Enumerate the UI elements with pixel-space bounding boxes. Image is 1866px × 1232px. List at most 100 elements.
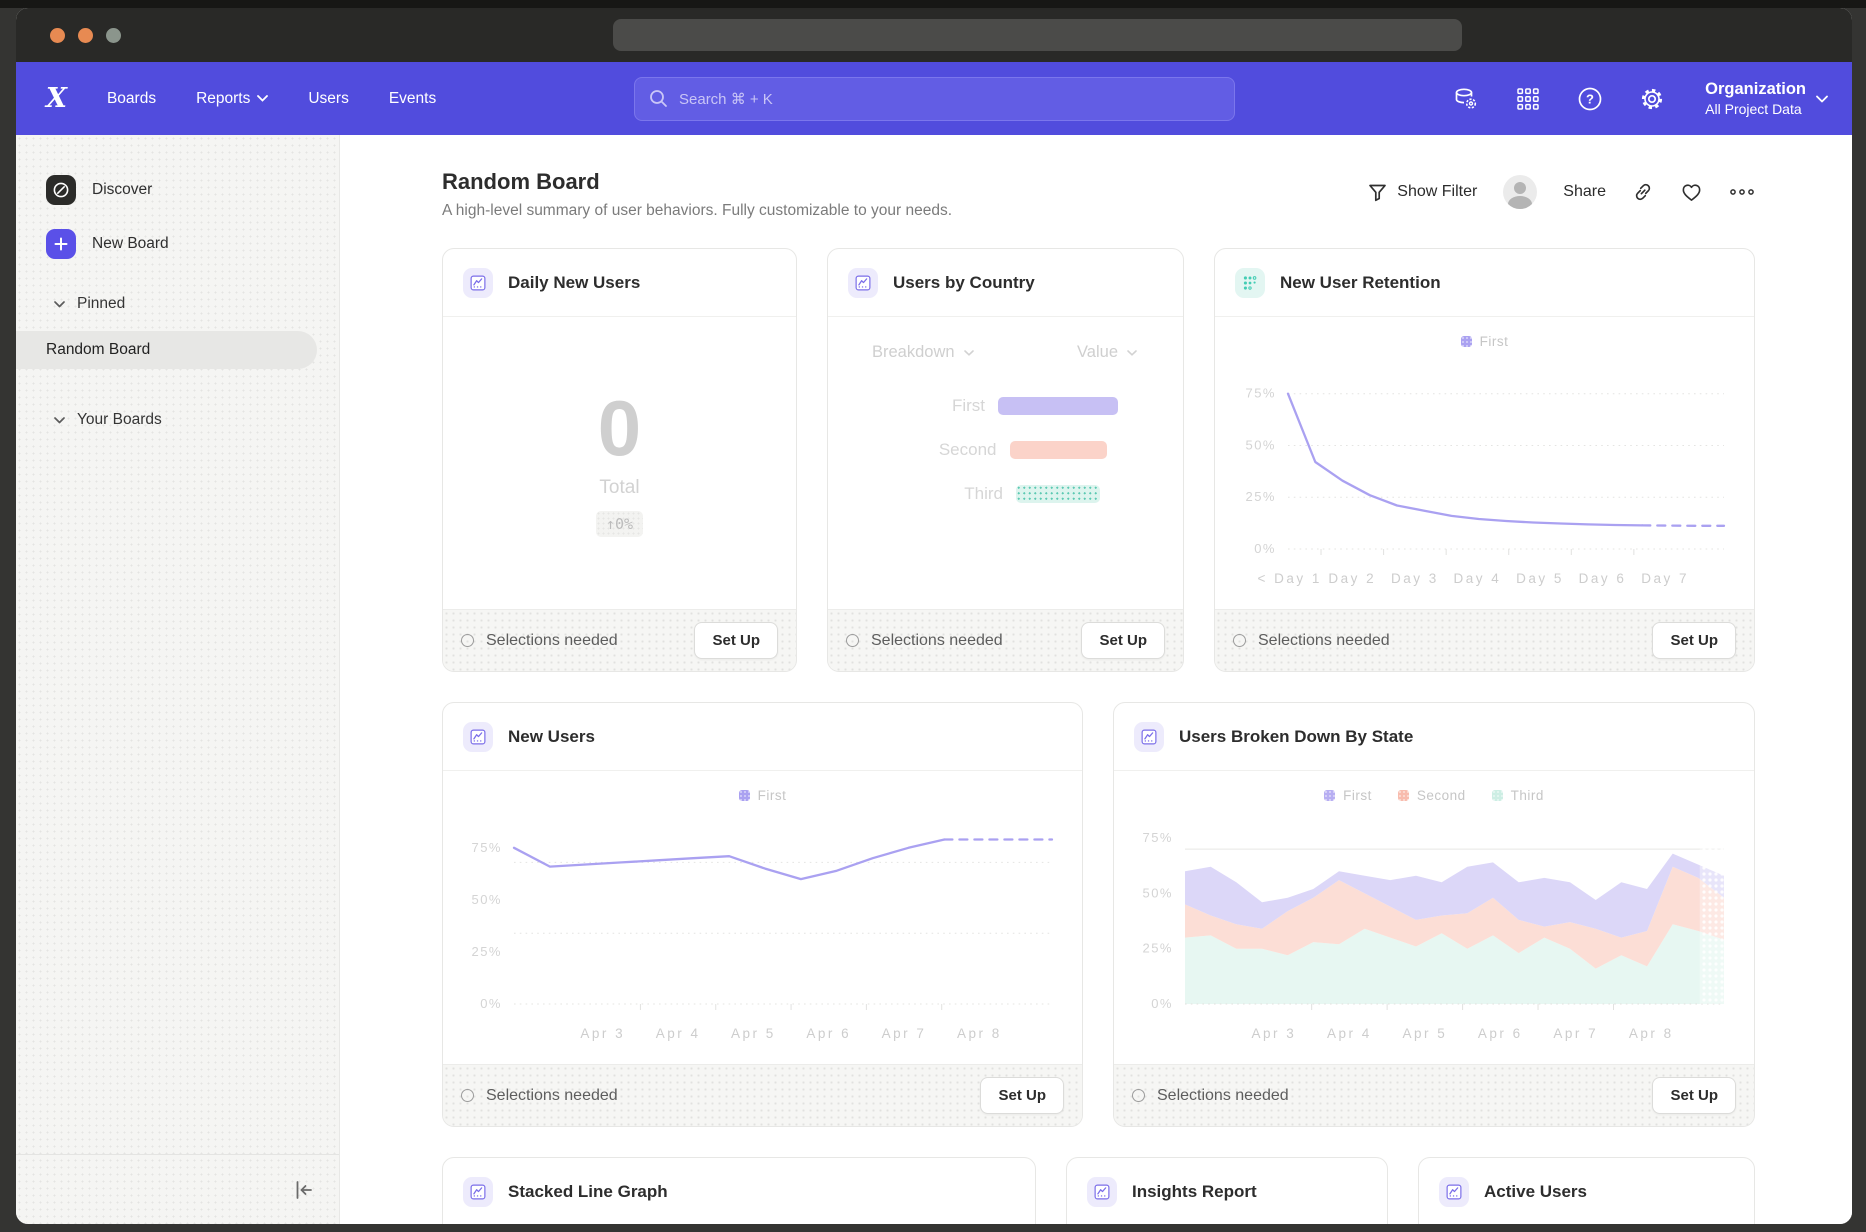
avatar[interactable] bbox=[1503, 175, 1537, 209]
sidebar-section-pinned[interactable]: Pinned bbox=[16, 295, 339, 313]
nav-item-users[interactable]: Users bbox=[308, 90, 348, 108]
status-circle-icon bbox=[461, 634, 474, 647]
country-bars: FirstSecondThird bbox=[828, 396, 1183, 504]
nav-item-boards[interactable]: Boards bbox=[107, 90, 156, 108]
search-input[interactable] bbox=[634, 77, 1235, 121]
svg-text:Apr 3: Apr 3 bbox=[1252, 1026, 1297, 1041]
country-bar bbox=[1010, 441, 1107, 459]
nav-item-events[interactable]: Events bbox=[389, 90, 436, 108]
sidebar-item-random-board[interactable]: Random Board bbox=[16, 331, 317, 369]
chart-legend: First Second Third bbox=[1114, 771, 1754, 805]
show-filter-button[interactable]: Show Filter bbox=[1368, 183, 1477, 202]
legend-label: First bbox=[758, 788, 787, 803]
line-chart-icon bbox=[848, 268, 878, 298]
svg-text:Apr 6: Apr 6 bbox=[806, 1026, 851, 1041]
mixpanel-logo-icon[interactable]: X bbox=[46, 85, 67, 112]
sidebar-item-new-board[interactable]: New Board bbox=[16, 229, 339, 259]
svg-text:Day 2: Day 2 bbox=[1328, 571, 1376, 586]
chevron-down-icon bbox=[964, 350, 974, 356]
sidebar: Discover New Board Pinned bbox=[16, 135, 340, 1224]
status-circle-icon bbox=[846, 634, 859, 647]
card-title: Insights Report bbox=[1132, 1182, 1257, 1202]
sidebar-item-discover[interactable]: Discover bbox=[16, 175, 339, 205]
set-up-button[interactable]: Set Up bbox=[1652, 1077, 1736, 1114]
sidebar-item-label: Random Board bbox=[46, 341, 150, 359]
country-bar-label: Second bbox=[905, 440, 997, 460]
chevron-down-icon bbox=[257, 95, 268, 102]
card-title: Active Users bbox=[1484, 1182, 1587, 1202]
copy-link-icon[interactable] bbox=[1632, 181, 1654, 203]
status-circle-icon bbox=[1132, 1089, 1145, 1102]
svg-text:Apr 7: Apr 7 bbox=[1553, 1026, 1598, 1041]
line-chart-icon bbox=[1087, 1177, 1117, 1207]
help-icon[interactable]: ? bbox=[1577, 86, 1603, 112]
card-new-users: New Users First 0%25%50%75%Apr 3Apr 4Apr bbox=[442, 702, 1083, 1127]
card-title: New Users bbox=[508, 727, 595, 747]
sidebar-section-your-boards[interactable]: Your Boards bbox=[16, 411, 339, 429]
retention-chart: 0%25%50%75%< Day 1Day 2Day 3Day 4Day 5Da… bbox=[1232, 351, 1737, 603]
svg-text:< Day 1: < Day 1 bbox=[1258, 571, 1322, 586]
legend-swatch bbox=[1398, 790, 1409, 801]
value-select[interactable]: Value bbox=[1077, 343, 1137, 362]
sidebar-footer bbox=[16, 1154, 339, 1224]
card-title: New User Retention bbox=[1280, 273, 1441, 293]
org-project-switcher[interactable]: Organization All Project Data bbox=[1705, 80, 1828, 117]
more-options-icon[interactable] bbox=[1729, 187, 1755, 197]
legend-swatch bbox=[1324, 790, 1335, 801]
set-up-button[interactable]: Set Up bbox=[694, 622, 778, 659]
status-circle-icon bbox=[1233, 634, 1246, 647]
status-text: Selections needed bbox=[486, 632, 618, 650]
legend-swatch bbox=[739, 790, 750, 801]
svg-text:?: ? bbox=[1586, 91, 1594, 106]
svg-text:75%: 75% bbox=[1245, 386, 1276, 401]
minimize-window-icon[interactable] bbox=[78, 28, 93, 43]
svg-text:Day 7: Day 7 bbox=[1641, 571, 1689, 586]
board-actions: Show Filter Share bbox=[1368, 175, 1755, 209]
breakdown-select[interactable]: Breakdown bbox=[872, 343, 974, 362]
metric-value: 0 bbox=[598, 389, 641, 467]
svg-text:Apr 8: Apr 8 bbox=[957, 1026, 1002, 1041]
filter-funnel-icon bbox=[1368, 183, 1387, 202]
nav-item-reports[interactable]: Reports bbox=[196, 90, 268, 108]
section-label: Pinned bbox=[77, 295, 125, 313]
chevron-down-icon bbox=[1127, 350, 1137, 356]
collapse-sidebar-icon[interactable] bbox=[292, 1178, 316, 1202]
settings-gear-icon[interactable] bbox=[1639, 86, 1665, 112]
apps-grid-icon[interactable] bbox=[1515, 86, 1541, 112]
card-users-by-country: Users by Country Breakdown Value bbox=[827, 248, 1184, 672]
chevron-down-icon bbox=[54, 301, 65, 308]
status-circle-icon bbox=[461, 1089, 474, 1102]
favorite-heart-icon[interactable] bbox=[1680, 181, 1703, 203]
svg-text:Day 3: Day 3 bbox=[1391, 571, 1439, 586]
status-text: Selections needed bbox=[1157, 1087, 1289, 1105]
svg-text:Apr 5: Apr 5 bbox=[731, 1026, 776, 1041]
data-management-icon[interactable] bbox=[1453, 86, 1479, 112]
set-up-button[interactable]: Set Up bbox=[980, 1077, 1064, 1114]
page-title: Random Board bbox=[442, 169, 952, 195]
app-window: X Boards Reports Users Events bbox=[16, 8, 1852, 1224]
org-name: Organization bbox=[1705, 80, 1806, 99]
svg-text:Day 6: Day 6 bbox=[1579, 571, 1627, 586]
zoom-window-icon[interactable] bbox=[106, 28, 121, 43]
set-up-button[interactable]: Set Up bbox=[1081, 622, 1165, 659]
line-chart-icon bbox=[1134, 722, 1164, 752]
country-bar bbox=[998, 397, 1118, 415]
status-text: Selections needed bbox=[871, 632, 1003, 650]
legend-item-third: Third bbox=[1492, 788, 1544, 803]
card-title: Users Broken Down By State bbox=[1179, 727, 1413, 747]
svg-text:Apr 3: Apr 3 bbox=[580, 1026, 625, 1041]
share-button[interactable]: Share bbox=[1563, 183, 1606, 201]
svg-text:0%: 0% bbox=[480, 996, 502, 1011]
legend-item-first: First bbox=[1324, 788, 1372, 803]
browser-address-bar[interactable] bbox=[613, 19, 1462, 51]
close-window-icon[interactable] bbox=[50, 28, 65, 43]
card-daily-new-users: Daily New Users 0 Total ↑0% bbox=[442, 248, 797, 672]
svg-text:50%: 50% bbox=[1142, 885, 1173, 900]
state-area-chart: 0%25%50%75%Apr 3Apr 4Apr 5Apr 6Apr 7Apr … bbox=[1131, 805, 1737, 1058]
card-title: Stacked Line Graph bbox=[508, 1182, 668, 1202]
set-up-button[interactable]: Set Up bbox=[1652, 622, 1736, 659]
card-new-user-retention: New User Retention First 0%25%50%75%< Da… bbox=[1214, 248, 1755, 672]
country-bar-row: Second bbox=[828, 440, 1183, 460]
selections-status: Selections needed bbox=[1233, 632, 1390, 650]
svg-text:25%: 25% bbox=[471, 944, 502, 959]
